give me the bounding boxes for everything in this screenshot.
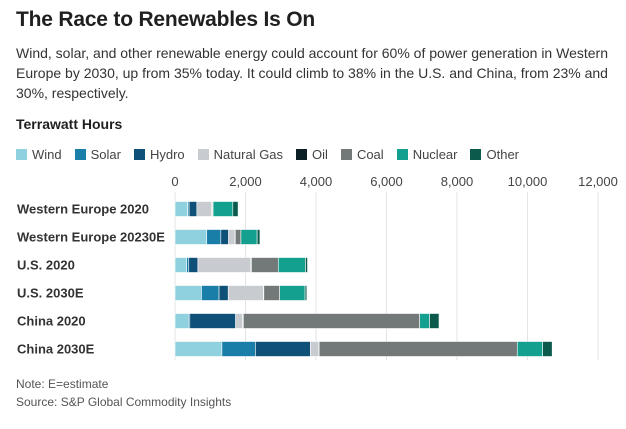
legend-item-nuclear: Nuclear [396, 147, 458, 162]
legend-swatch-natural-gas [197, 149, 209, 160]
bar-segment-natural-gas [197, 257, 252, 273]
x-tick-label: 12,000 [578, 174, 618, 189]
footnote: Note: E=estimate [16, 377, 109, 391]
legend-label-coal: Coal [356, 147, 384, 162]
bar-segment-hydro [220, 229, 229, 245]
legend-swatch-solar [74, 149, 86, 160]
legend-label-other: Other [486, 147, 519, 162]
units-label: Terrawatt Hours [16, 116, 123, 132]
bar-segment-coal [234, 229, 242, 245]
legend-label-wind: Wind [32, 147, 62, 162]
bar-segment-natural-gas [228, 229, 236, 245]
bar-segment-coal [251, 257, 279, 273]
legend-swatch-coal [340, 149, 352, 160]
bar-segment-other [429, 313, 440, 329]
legend-label-solar: Solar [90, 147, 121, 162]
x-tick-label: 4,000 [300, 174, 333, 189]
bar-segment-nuclear [279, 285, 306, 301]
bar-segment-wind [174, 285, 202, 301]
chart-subtitle: Wind, solar, and other renewable energy … [16, 45, 608, 101]
bar-segment-hydro [255, 341, 311, 357]
x-tick-label: 2,000 [229, 174, 262, 189]
legend-item-natural-gas: Natural Gas [197, 147, 284, 162]
bar-segment-solar [201, 285, 220, 301]
legend-swatch-oil [296, 149, 308, 160]
legend: Wind Solar Hydro Natural Gas Oil Coal Nu… [16, 147, 532, 162]
bar-segment-natural-gas [235, 313, 243, 329]
bar-segment-other [305, 257, 308, 273]
x-tick-label: 6,000 [370, 174, 403, 189]
bar-segment-nuclear [516, 341, 543, 357]
bar-segment-hydro [188, 257, 199, 273]
x-tick-label: 8,000 [441, 174, 474, 189]
bar-segment-nuclear [419, 313, 430, 329]
legend-swatch-other [470, 149, 482, 160]
bar-segment-other [256, 229, 261, 245]
legend-item-coal: Coal [340, 147, 384, 162]
legend-swatch-wind [16, 149, 27, 160]
bar-segment-other [542, 341, 553, 357]
bar-segment-nuclear [240, 229, 258, 245]
bar-segment-solar [221, 341, 256, 357]
bar-segment-coal [263, 285, 280, 301]
category-label: China 2030E [17, 342, 95, 357]
stacked-bar-chart: 0 2,000 4,000 6,000 8,000 10,000 12,000 Western… [17, 174, 618, 360]
legend-label-hydro: Hydro [149, 147, 185, 162]
x-tick-label: 0 [171, 174, 178, 189]
bar-segment-natural-gas [227, 285, 264, 301]
bar-segment-coal [243, 313, 420, 329]
bar-segment-hydro [188, 201, 198, 217]
bar-segment-hydro [189, 313, 236, 329]
legend-swatch-hydro [133, 149, 145, 160]
legend-label-natural-gas: Natural Gas [213, 147, 284, 162]
bar-segment-wind [174, 257, 187, 273]
legend-item-other: Other [470, 147, 519, 162]
bar-segment-nuclear [277, 257, 306, 273]
category-label: Western Europe 2020 [17, 202, 149, 217]
bar-segment-wind [174, 313, 189, 329]
bar-segment-wind [174, 229, 208, 245]
category-label: China 2020 [17, 314, 86, 329]
legend-item-solar: Solar [74, 147, 121, 162]
source-note: Source: S&P Global Commodity Insights [16, 395, 232, 409]
bar-segment-other [304, 285, 308, 301]
bar-segment-solar [206, 229, 222, 245]
category-label: U.S. 2020 [17, 258, 75, 273]
chart-title: The Race to Renewables Is On [16, 8, 315, 31]
bar-segment-natural-gas [310, 341, 320, 357]
bar-segment-natural-gas [196, 201, 212, 217]
x-tick-label: 10,000 [508, 174, 548, 189]
legend-item-wind: Wind [16, 147, 62, 162]
legend-label-oil: Oil [312, 147, 328, 162]
bar-segment-solar [186, 257, 190, 273]
category-label: U.S. 2030E [17, 286, 84, 301]
legend-item-hydro: Hydro [133, 147, 185, 162]
legend-label-nuclear: Nuclear [412, 147, 458, 162]
bar-segment-other [232, 201, 239, 217]
legend-swatch-nuclear [396, 149, 408, 160]
bar-segment-wind [174, 341, 223, 357]
bar-segment-hydro [218, 285, 229, 301]
bar-segment-coal [318, 341, 518, 357]
legend-item-oil: Oil [296, 147, 328, 162]
category-label: Western Europe 20230E [17, 230, 165, 245]
bar-segment-wind [174, 201, 188, 217]
bar-segment-nuclear [212, 201, 234, 217]
